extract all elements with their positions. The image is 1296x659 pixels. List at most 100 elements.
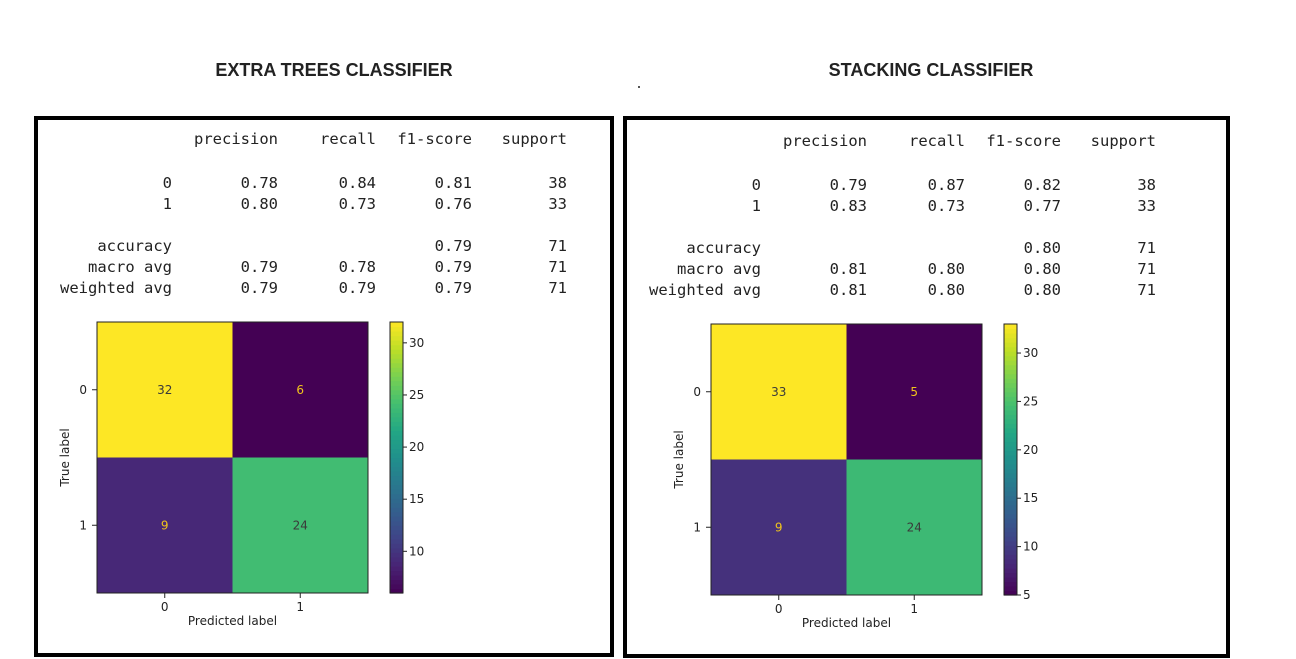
report-value: 0.80: [1023, 239, 1061, 257]
colorbar-segment: [1004, 473, 1017, 479]
x-tick-label: 0: [161, 600, 169, 614]
colorbar-segment: [390, 322, 403, 328]
report-value: 33: [1137, 197, 1156, 215]
x-tick-label: 0: [775, 602, 783, 616]
colorbar-segment: [390, 543, 403, 549]
matrix-cell: [711, 324, 847, 460]
colorbar-border: [1003, 323, 1018, 596]
report-value: 0.76: [434, 195, 472, 213]
colorbar-segment: [1004, 387, 1017, 393]
colorbar-segment: [390, 452, 403, 459]
colorbar-segment: [1004, 436, 1017, 443]
colorbar-segment: [390, 344, 403, 350]
report-value: 0.81: [434, 174, 472, 192]
colorbar-segment: [390, 475, 403, 481]
cell-value-label: 33: [771, 385, 786, 399]
colorbar-segment: [1004, 405, 1017, 411]
x-tick-label: 1: [296, 600, 304, 614]
colorbar-segment: [390, 583, 403, 590]
colorbar-tick-label: 25: [409, 388, 424, 402]
colorbar-segment: [1004, 441, 1017, 447]
colorbar-segment: [390, 335, 403, 341]
report-value: 0.79: [338, 279, 376, 297]
colorbar-segment: [1004, 590, 1017, 596]
colorbar-segment: [1004, 504, 1017, 510]
colorbar-segment: [1004, 459, 1017, 465]
colorbar-segment: [1004, 495, 1017, 501]
report-value: 0.80: [1023, 281, 1061, 299]
cell-value-label: 24: [293, 518, 308, 532]
colorbar-segment: [1004, 432, 1017, 438]
report-header: f1-score: [397, 130, 472, 148]
colorbar-tick-label: 20: [1023, 443, 1038, 457]
report-row-label: accuracy: [686, 239, 761, 257]
colorbar-segment: [1004, 337, 1017, 343]
panel-title-extra-trees: EXTRA TREES CLASSIFIER: [215, 60, 453, 80]
report-value: 0.79: [434, 258, 472, 276]
y-tick-label: 1: [79, 518, 87, 532]
colorbar-segment: [390, 434, 403, 441]
colorbar-segment: [390, 340, 403, 346]
matrix-cell: [846, 459, 982, 595]
colorbar-segment: [1004, 454, 1017, 461]
colorbar-segment: [1004, 328, 1017, 334]
panel-extra-trees: precision recall f1-score support 0 0.78 0.84 0…: [34, 116, 614, 657]
colorbar-segment: [1004, 531, 1017, 537]
colorbar-segment: [1004, 522, 1017, 528]
colorbar-segment: [1004, 527, 1017, 533]
colorbar-segment: [390, 326, 403, 332]
y-axis-label: True label: [672, 430, 686, 489]
confusion-matrix-chart: 33 5 9 24 0 0 1 1 Predicted label True label 5 10 15…: [672, 323, 1038, 630]
cell-value-label: 6: [296, 383, 304, 397]
colorbar-segment: [390, 561, 403, 567]
colorbar-segment: [1004, 540, 1017, 546]
colorbar-segment: [390, 493, 403, 499]
colorbar-segment: [390, 471, 403, 477]
panel-stacking: precision recall f1-score support 0 0.79 0.87 0…: [623, 116, 1230, 658]
colorbar-segment: [390, 358, 403, 364]
colorbar-segment: [390, 498, 403, 504]
y-tick-label: 0: [693, 385, 701, 399]
report-row-label: 0: [162, 174, 172, 192]
colorbar-segment: [390, 588, 403, 594]
report-value: 0.73: [927, 197, 965, 215]
colorbar-segment: [390, 439, 403, 445]
colorbar-segment: [390, 462, 403, 468]
colorbar-segment: [1004, 409, 1017, 415]
report-value: 0.79: [434, 237, 472, 255]
matrix-border: [710, 323, 983, 596]
colorbar-segment: [1004, 558, 1017, 564]
report-value: 0.78: [338, 258, 376, 276]
y-tick-label: 0: [79, 383, 87, 397]
report-row-label: accuracy: [97, 237, 172, 255]
colorbar-segment: [390, 448, 403, 454]
report-value: 0.81: [829, 260, 867, 278]
report-value: 0.87: [927, 176, 965, 194]
colorbar-segment: [390, 552, 403, 558]
colorbar-tick-label: 25: [1023, 394, 1038, 408]
report-value: 0.79: [240, 258, 278, 276]
report-value: 71: [548, 279, 567, 297]
report-value: 0.80: [927, 260, 965, 278]
report-value: 71: [1137, 239, 1156, 257]
colorbar-segment: [1004, 545, 1017, 551]
report-value: 0.80: [240, 195, 278, 213]
colorbar-segment: [390, 376, 403, 382]
colorbar-segment: [390, 574, 403, 581]
colorbar-tick-label: 15: [1023, 491, 1038, 505]
colorbar-segment: [1004, 513, 1017, 519]
report-row-label: 0: [751, 176, 761, 194]
colorbar-segment: [1004, 572, 1017, 578]
report-row-label: 1: [162, 195, 172, 213]
colorbar-segment: [390, 525, 403, 531]
report-value: 71: [1137, 260, 1156, 278]
report-value: 0.79: [240, 279, 278, 297]
colorbar-segment: [390, 507, 403, 513]
report-row-label: 1: [751, 197, 761, 215]
confusion-matrix-chart: 32 6 9 24 0 0 1 1 Predicted label True label 10 15 2…: [58, 321, 424, 628]
report-value: 71: [548, 258, 567, 276]
colorbar-segment: [1004, 391, 1017, 397]
matrix-cell: [97, 322, 233, 458]
report-value: 0.81: [829, 281, 867, 299]
colorbar-tick-label: 15: [409, 492, 424, 506]
